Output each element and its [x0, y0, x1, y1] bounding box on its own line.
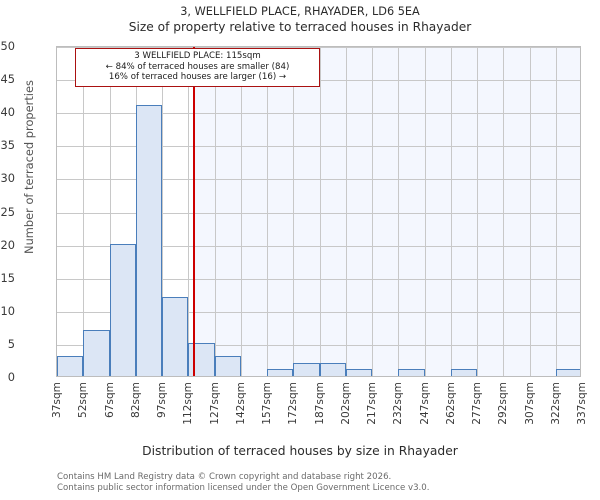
- annotation-line-1: 3 WELLFIELD PLACE: 115sqm: [134, 51, 261, 61]
- y-axis-tick-label: 0: [7, 370, 15, 384]
- y-axis-tick-label: 10: [0, 303, 16, 318]
- histogram-bar: [293, 362, 320, 376]
- gridline-vertical: [188, 47, 190, 376]
- x-axis-tick-label: 97sqm: [156, 382, 168, 419]
- y-axis-tick-label: 40: [0, 105, 16, 120]
- x-axis-tick-label: 247sqm: [418, 382, 431, 425]
- gridline-vertical: [293, 47, 295, 376]
- gridline-horizontal: [57, 47, 580, 48]
- histogram-bar: [267, 369, 294, 376]
- histogram-bar: [319, 362, 346, 376]
- chart-subtitle: Size of property relative to terraced ho…: [128, 20, 472, 34]
- y-axis-tick-label: 15: [0, 270, 16, 285]
- x-axis-tick-label: 232sqm: [392, 382, 405, 425]
- x-axis-tick-label: 82sqm: [129, 382, 142, 419]
- gridline-horizontal: [57, 146, 580, 148]
- histogram-bar: [162, 296, 189, 376]
- y-axis-tick-label: 20: [0, 237, 16, 252]
- x-axis-tick-label: 262sqm: [444, 382, 457, 425]
- x-axis-tick-label: 322sqm: [549, 382, 562, 425]
- x-axis-tick-label: 127sqm: [208, 382, 221, 425]
- gridline-horizontal: [57, 344, 580, 346]
- gridline-horizontal: [57, 311, 580, 313]
- gridline-horizontal: [57, 113, 580, 115]
- gridline-vertical: [109, 47, 111, 376]
- x-axis-tick-label: 37sqm: [51, 382, 63, 419]
- histogram-bar: [214, 356, 241, 376]
- gridline-vertical: [555, 47, 557, 376]
- x-axis-tick-label: 142sqm: [234, 382, 247, 425]
- histogram-bar: [345, 369, 372, 376]
- histogram-bar: [555, 369, 580, 376]
- footer-line-2: Contains public sector information licen…: [57, 482, 430, 493]
- annotation-line-3: 16% of terraced houses are larger (16) →: [108, 72, 287, 83]
- x-axis-tick-label: 277sqm: [471, 382, 483, 425]
- x-axis-tick-label: 157sqm: [261, 382, 273, 425]
- annotation-line-2: ← 84% of terraced houses are smaller (84…: [105, 61, 290, 72]
- footer-line-1: Contains HM Land Registry data © Crown c…: [57, 472, 392, 482]
- histogram-bar: [83, 329, 110, 376]
- x-axis-tick-label: 52sqm: [77, 382, 90, 419]
- gridline-vertical: [345, 47, 347, 376]
- title-block: 3, WELLFIELD PLACE, RHAYADER, LD6 5EA Si…: [0, 4, 600, 36]
- page-title: 3, WELLFIELD PLACE, RHAYADER, LD6 5EA: [180, 5, 420, 18]
- histogram-bar: [135, 104, 162, 376]
- x-axis-tick-label: 292sqm: [497, 382, 510, 425]
- larger-region-shading: [193, 47, 580, 376]
- attribution-footer: Contains HM Land Registry data © Crown c…: [57, 472, 597, 493]
- y-axis-tick-label: 50: [0, 39, 16, 53]
- gridline-vertical: [240, 47, 242, 376]
- gridline-horizontal: [57, 179, 580, 181]
- histogram-bar: [109, 243, 136, 376]
- gridline-vertical: [372, 47, 373, 376]
- gridline-vertical: [267, 47, 268, 376]
- x-axis-tick-label: 337sqm: [576, 382, 588, 425]
- y-axis-tick-label: 30: [0, 171, 16, 186]
- gridline-vertical: [450, 47, 452, 376]
- gridline-vertical: [162, 47, 163, 376]
- gridline-vertical: [477, 47, 478, 376]
- gridline-vertical: [214, 47, 216, 376]
- plot-area: [56, 46, 581, 377]
- x-axis-tick-label: 202sqm: [339, 382, 352, 425]
- y-axis-tick-label: 25: [0, 204, 16, 219]
- gridline-vertical: [83, 47, 85, 376]
- gridline-vertical: [503, 47, 505, 376]
- x-axis-tick-label: 112sqm: [182, 382, 195, 425]
- gridline-vertical: [529, 47, 531, 376]
- gridline-vertical: [319, 47, 321, 376]
- histogram-bar: [450, 369, 477, 376]
- y-axis-tick-label: 5: [7, 336, 15, 351]
- histogram-bar: [398, 369, 425, 376]
- x-axis-tick-label: 67sqm: [103, 382, 116, 419]
- gridline-horizontal: [57, 278, 580, 280]
- gridline-horizontal: [57, 212, 580, 214]
- property-size-marker-line: [192, 47, 195, 376]
- x-axis-tick-label: 217sqm: [366, 382, 378, 425]
- y-axis-label: Number of terraced properties: [22, 80, 36, 254]
- x-axis-tick-label: 187sqm: [313, 382, 326, 425]
- property-annotation-box: 3 WELLFIELD PLACE: 115sqm ← 84% of terra…: [75, 48, 320, 87]
- y-axis-tick-label: 45: [0, 72, 16, 87]
- y-axis-tick-label: 35: [0, 138, 16, 153]
- gridline-horizontal: [57, 245, 580, 247]
- gridline-vertical: [424, 47, 426, 376]
- x-axis-tick-label: 172sqm: [287, 382, 300, 425]
- histogram-bar: [57, 356, 84, 376]
- gridline-vertical: [398, 47, 400, 376]
- x-axis-label: Distribution of terraced houses by size …: [142, 444, 458, 458]
- x-axis-tick-label: 307sqm: [523, 382, 536, 425]
